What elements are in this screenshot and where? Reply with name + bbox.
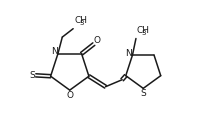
Text: CH: CH — [74, 16, 87, 25]
Text: S: S — [30, 71, 35, 80]
Text: O: O — [66, 91, 73, 100]
Text: O: O — [93, 36, 100, 45]
Text: N: N — [51, 47, 57, 57]
Text: CH: CH — [136, 26, 150, 35]
Text: 3: 3 — [142, 30, 146, 36]
Text: 3: 3 — [80, 20, 84, 26]
Text: N: N — [125, 49, 132, 58]
Text: S: S — [140, 89, 146, 99]
